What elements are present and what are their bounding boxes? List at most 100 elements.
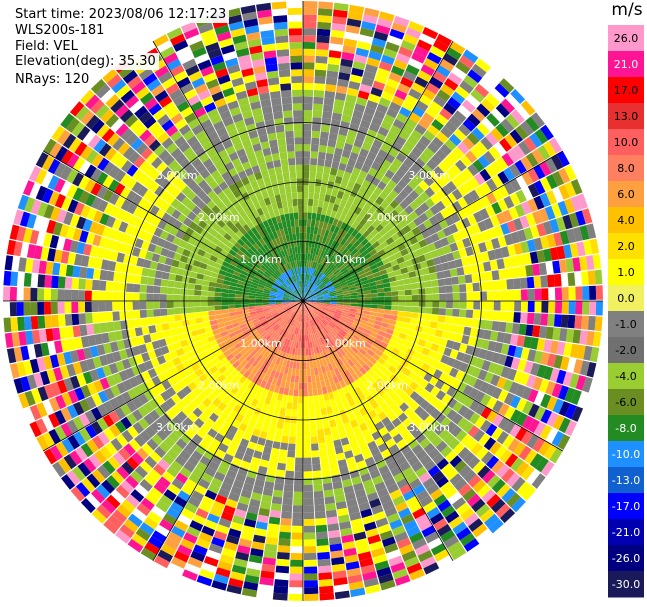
range-gate — [283, 294, 290, 298]
range-gate — [320, 131, 329, 140]
range-gate — [384, 291, 392, 297]
range-gate — [115, 360, 125, 372]
range-gate — [264, 334, 272, 342]
range-gate — [311, 285, 317, 291]
range-gate — [223, 280, 231, 286]
range-gate — [335, 92, 347, 101]
range-gate — [286, 270, 291, 278]
range-gate — [368, 50, 383, 61]
range-gate — [330, 426, 339, 435]
range-gate — [315, 305, 323, 309]
range-gate — [255, 521, 268, 530]
range-gate — [171, 383, 182, 394]
range-gate — [289, 301, 297, 304]
range-gate — [299, 328, 302, 335]
range-gate — [125, 244, 135, 256]
range-gate — [341, 207, 350, 216]
range-gate — [229, 357, 238, 365]
range-gate — [503, 195, 515, 209]
range-gate — [231, 274, 240, 280]
range-gate — [465, 246, 474, 257]
range-gate — [269, 306, 277, 310]
range-gate — [345, 333, 353, 340]
range-gate — [321, 266, 327, 274]
range-gate — [315, 316, 321, 323]
range-gate — [207, 428, 218, 439]
range-gate — [105, 215, 116, 228]
range-gate — [317, 387, 323, 396]
range-gate — [432, 453, 445, 465]
range-gate — [389, 101, 402, 113]
range-gate — [92, 210, 104, 223]
range-gate — [245, 261, 254, 268]
range-gate — [359, 366, 367, 375]
range-gate — [204, 489, 217, 501]
range-gate — [125, 177, 137, 190]
range-gate — [139, 309, 147, 319]
range-gate — [173, 307, 181, 315]
range-gate — [150, 84, 165, 97]
range-gate — [166, 107, 180, 119]
range-gate — [391, 22, 407, 34]
range-gate — [150, 357, 160, 368]
range-gate — [361, 20, 376, 31]
range-gate — [244, 387, 252, 396]
range-gate — [76, 348, 86, 361]
range-gate — [331, 404, 339, 413]
range-gate — [105, 238, 115, 250]
range-gate — [373, 31, 389, 42]
range-gate — [367, 492, 379, 502]
range-gate — [316, 531, 328, 540]
range-gate — [214, 24, 230, 36]
range-gate — [194, 147, 206, 158]
range-gate — [266, 258, 273, 266]
range-gate — [320, 250, 325, 258]
range-gate — [224, 276, 232, 282]
range-gate — [206, 360, 215, 370]
range-gate — [72, 361, 83, 375]
range-gate — [354, 206, 362, 215]
range-gate — [214, 175, 225, 186]
range-gate — [98, 312, 107, 323]
range-gate — [243, 518, 257, 528]
range-gate — [526, 434, 540, 449]
range-gate — [161, 212, 172, 223]
range-gate — [404, 556, 420, 568]
range-gate — [354, 263, 362, 271]
range-gate — [33, 343, 43, 358]
range-gate — [174, 520, 189, 532]
range-gate — [468, 189, 480, 202]
range-gate — [304, 587, 319, 595]
range-gate — [249, 308, 257, 313]
range-gate — [121, 461, 135, 475]
range-gate — [346, 498, 358, 508]
range-gate — [211, 536, 225, 548]
range-gate — [349, 308, 357, 313]
range-gate — [328, 132, 338, 141]
range-gate — [64, 277, 73, 289]
range-gate — [279, 524, 292, 533]
range-gate — [223, 541, 238, 552]
range-gate — [102, 400, 114, 414]
range-gate — [169, 328, 178, 337]
range-gate — [267, 523, 280, 532]
range-gate — [173, 94, 187, 107]
range-gate — [383, 407, 394, 417]
range-gate — [210, 324, 219, 331]
range-gate — [330, 302, 337, 305]
range-gate — [194, 484, 207, 496]
range-gate — [295, 281, 299, 289]
range-gate — [131, 194, 143, 206]
range-gate — [536, 223, 547, 237]
range-gate — [244, 167, 254, 177]
range-gate — [361, 141, 372, 152]
range-gate — [320, 124, 330, 133]
range-gate — [289, 580, 303, 588]
range-gate — [282, 359, 288, 367]
range-gate — [393, 472, 406, 483]
range-gate — [357, 297, 365, 301]
range-gate — [258, 266, 266, 273]
range-gate — [158, 338, 167, 348]
range-gate — [292, 512, 303, 520]
range-gate — [30, 287, 38, 301]
